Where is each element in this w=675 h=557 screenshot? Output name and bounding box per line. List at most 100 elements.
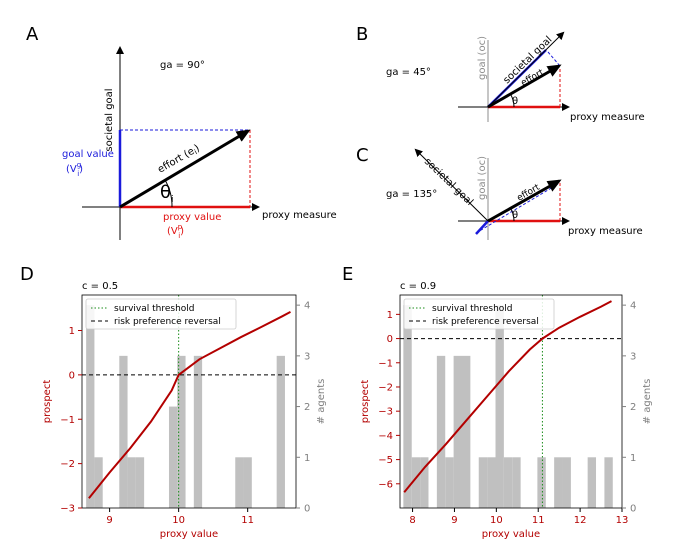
y2-tick-label: 0: [304, 504, 310, 515]
panel-a-ga-label: ga = 90°: [160, 60, 205, 71]
histogram-bar: [403, 305, 412, 508]
histogram-bar: [86, 305, 95, 508]
chart-title: c = 0.5: [82, 281, 118, 292]
panel-a-theta: θi: [160, 182, 174, 205]
y-tick-label: 0: [69, 370, 75, 381]
histogram-bar: [235, 457, 244, 508]
histogram-bar: [453, 355, 462, 508]
y2-tick-label: 0: [630, 504, 636, 515]
y2-tick-label: 3: [304, 351, 310, 362]
y-tick-label: −5: [378, 455, 393, 466]
histogram-bar: [243, 457, 252, 508]
panel-letter-e: E: [342, 264, 353, 285]
panel-letter-c: C: [356, 145, 369, 166]
x-tick-label: 12: [574, 515, 587, 526]
histogram-bar: [94, 457, 103, 508]
prospect-curve: [403, 300, 612, 493]
legend-box: [403, 298, 555, 330]
panel-a-goal-value-label: goal value: [62, 149, 114, 160]
panel-c-theta-arc: [510, 208, 515, 222]
plot-frame: [81, 294, 297, 509]
prospect-curve: [88, 311, 291, 499]
panel-c-theta: θ: [512, 210, 518, 221]
x-tick-label: 11: [241, 515, 254, 526]
y-tick-label: −1: [60, 415, 75, 426]
y-tick-label: −3: [378, 407, 393, 418]
y-tick-label: −4: [378, 431, 393, 442]
y2-tick-label: 1: [630, 453, 636, 464]
y2-tick-label: 2: [630, 402, 636, 413]
histogram-bar: [119, 355, 128, 508]
x-tick-label: 10: [490, 515, 503, 526]
panel-c-effort-arrow: [487, 179, 562, 223]
legend-reversal-label: risk preference reversal: [114, 317, 221, 327]
panel-a-effort-arrow: [119, 129, 251, 209]
legend-threshold-label: survival threshold: [432, 304, 513, 314]
panel-b-societal-goal-axis: [487, 31, 565, 108]
panel-c-societal-goal-label: societal goal: [422, 156, 475, 208]
histogram-bar: [193, 355, 203, 508]
y2-tick-label: 4: [304, 301, 310, 312]
y-axis-label: prospect: [360, 380, 371, 424]
chart-e: c = 0.98 9 10 11 12 13−6−5−4−3−2−10101234prox…: [360, 281, 653, 540]
histogram-bar: [177, 355, 186, 508]
histogram-bar: [411, 457, 421, 508]
panel-a-y-axis-label: societal goal: [104, 88, 115, 151]
y2-tick-label: 3: [630, 351, 636, 362]
panel-a-proxy-value-symbol: (Vp i): [167, 223, 184, 240]
histogram-bar: [461, 355, 471, 508]
panel-letter-d: D: [20, 264, 34, 285]
legend-box: [85, 298, 237, 330]
legend-threshold-label: survival threshold: [114, 304, 195, 314]
panel-c-societal-goal-axis: [414, 148, 489, 222]
y-tick-label: −2: [378, 382, 393, 393]
histogram-bar: [135, 457, 145, 508]
panel-b-goal-projection: [547, 51, 561, 67]
histogram: [403, 305, 613, 508]
y2-tick-label: 4: [630, 301, 636, 312]
y-tick-label: 0: [387, 334, 393, 345]
histogram-bar: [554, 457, 563, 508]
x-tick-label: 9: [451, 515, 457, 526]
y2-axis-label: # agents: [316, 379, 327, 425]
panel-c-goal-axis-label: goal (oc): [477, 156, 488, 200]
panel-c-effort-label: effort: [516, 182, 543, 203]
x-axis-label: proxy value: [482, 529, 540, 540]
histogram-bar: [537, 457, 546, 508]
x-tick-label: 13: [616, 515, 629, 526]
panel-a-theta-arc: [164, 179, 173, 208]
panel-c-goal-projection: [475, 183, 559, 234]
panel-c-ga-label: ga = 135°: [386, 189, 437, 200]
x-axis-label: proxy value: [160, 529, 218, 540]
panel-b-theta-arc: [510, 94, 515, 108]
panel-a-x-axis-label: proxy measure: [262, 210, 337, 221]
histogram-bar: [276, 355, 285, 508]
panel-letter-b: B: [356, 24, 368, 45]
histogram-bar: [562, 457, 571, 508]
y-tick-label: 1: [69, 326, 75, 337]
histogram-bar: [487, 457, 496, 508]
chart-title: c = 0.9: [400, 281, 436, 292]
histogram: [86, 305, 285, 508]
panel-b: B ga = 45° goal (oc) proxy measure θ soc…: [356, 24, 645, 123]
x-tick-label: 11: [532, 515, 545, 526]
panel-b-goal-axis-label: goal (oc): [477, 36, 488, 80]
histogram-bar: [604, 457, 613, 508]
x-tick-label: 10: [172, 515, 185, 526]
panel-b-theta: θ: [512, 96, 518, 107]
legend-reversal-label: risk preference reversal: [432, 317, 539, 327]
panel-b-effort-arrow: [487, 64, 562, 109]
histogram-bar: [445, 457, 454, 508]
panel-b-x-axis-label: proxy measure: [570, 112, 645, 123]
x-tick-label: 9: [106, 515, 112, 526]
y2-tick-label: 1: [304, 453, 310, 464]
panel-a-proxy-value-label: proxy value: [163, 212, 221, 223]
histogram-bar: [495, 305, 504, 508]
plot-frame: [399, 294, 623, 509]
histogram-bar: [127, 457, 136, 508]
y-tick-label: −1: [378, 358, 393, 369]
panel-a-goal-value-symbol: (Vg i): [66, 161, 83, 178]
histogram-bar: [420, 457, 429, 508]
